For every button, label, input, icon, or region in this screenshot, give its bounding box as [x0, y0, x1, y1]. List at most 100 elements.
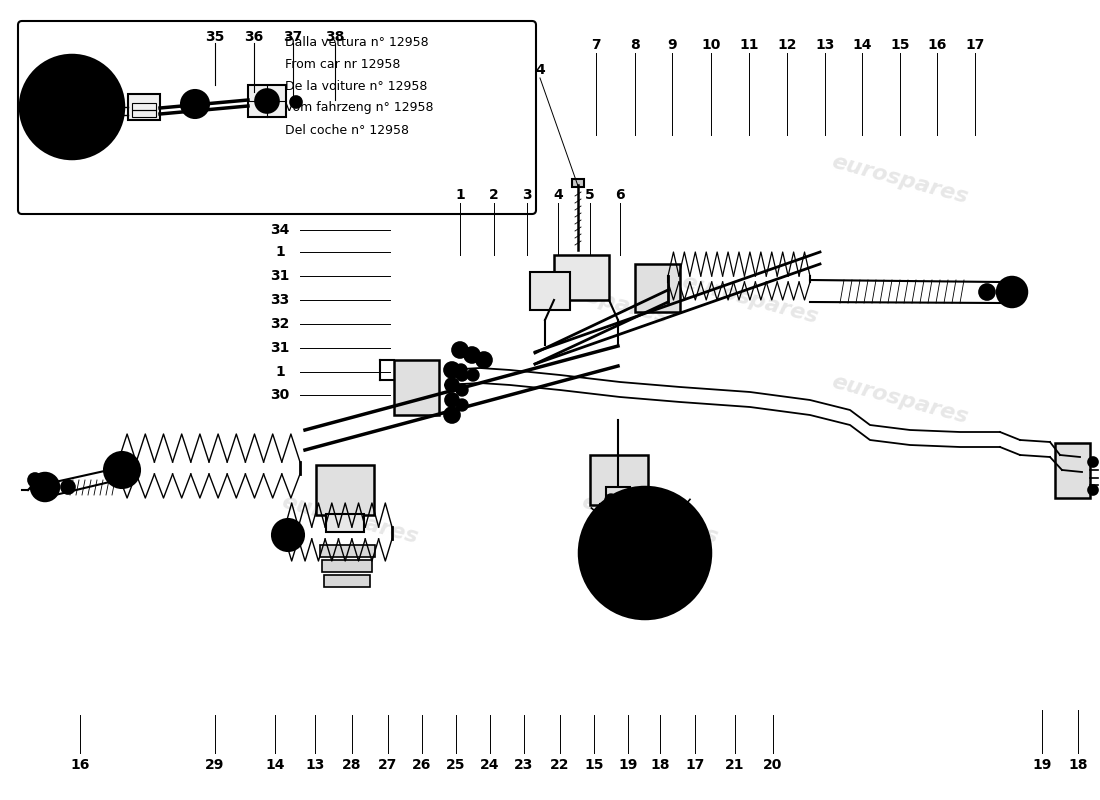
Bar [320, 545, 375, 557]
Circle shape [272, 519, 304, 551]
Text: 17: 17 [966, 38, 984, 52]
Circle shape [455, 364, 468, 376]
Bar [600, 504, 638, 522]
Bar [572, 179, 584, 187]
Text: 28: 28 [342, 758, 362, 772]
Bar [324, 575, 370, 587]
Circle shape [979, 284, 996, 300]
Bar [394, 360, 439, 415]
Text: 24: 24 [481, 758, 499, 772]
Circle shape [444, 362, 460, 378]
Text: eurospares: eurospares [829, 152, 970, 208]
Text: 34: 34 [271, 223, 289, 237]
Bar [635, 264, 680, 312]
Text: Dalla vettura n° 12958: Dalla vettura n° 12958 [285, 35, 429, 49]
Text: 11: 11 [739, 38, 759, 52]
Bar [316, 465, 374, 515]
Circle shape [602, 577, 615, 591]
Text: 38: 38 [326, 30, 344, 44]
Circle shape [617, 505, 627, 515]
Circle shape [67, 77, 77, 87]
Text: 3: 3 [522, 188, 531, 202]
Text: 15: 15 [890, 38, 910, 52]
Bar [132, 103, 156, 110]
Circle shape [28, 473, 42, 487]
Text: eurospares: eurospares [680, 272, 821, 328]
Text: 1: 1 [455, 188, 465, 202]
Bar [322, 560, 372, 572]
Text: 20: 20 [763, 758, 783, 772]
Text: 23: 23 [515, 758, 534, 772]
Circle shape [456, 399, 468, 411]
Circle shape [605, 494, 617, 506]
Text: 2: 2 [490, 188, 499, 202]
Text: 14: 14 [265, 758, 285, 772]
Text: 31: 31 [271, 341, 289, 355]
Circle shape [290, 96, 303, 108]
Circle shape [997, 277, 1027, 307]
Text: 31: 31 [271, 269, 289, 283]
Text: eurospares: eurospares [829, 372, 970, 428]
Text: eurospares: eurospares [580, 492, 720, 548]
Text: 1: 1 [275, 245, 285, 259]
Text: 29: 29 [206, 758, 224, 772]
Text: 30: 30 [271, 388, 289, 402]
Circle shape [45, 90, 55, 99]
Circle shape [45, 114, 55, 125]
Text: 21: 21 [725, 758, 745, 772]
Text: eurospares: eurospares [279, 492, 420, 548]
Text: eurospares: eurospares [350, 72, 491, 128]
Bar [1055, 443, 1090, 498]
Bar [606, 487, 630, 515]
Text: De la voiture n° 12958: De la voiture n° 12958 [285, 79, 428, 93]
Text: 32: 32 [271, 317, 289, 331]
Circle shape [1088, 457, 1098, 467]
Circle shape [31, 473, 59, 501]
Text: 4: 4 [553, 188, 563, 202]
Text: 13: 13 [306, 758, 324, 772]
Circle shape [20, 55, 124, 159]
Bar [128, 94, 160, 120]
Text: 7: 7 [591, 38, 601, 52]
Text: 26: 26 [412, 758, 431, 772]
Text: 33: 33 [271, 293, 289, 307]
Text: 19: 19 [1032, 758, 1052, 772]
Text: 16: 16 [927, 38, 947, 52]
Circle shape [607, 510, 621, 523]
Circle shape [255, 89, 279, 113]
Circle shape [456, 369, 468, 381]
Circle shape [444, 407, 460, 423]
Text: 4: 4 [535, 63, 544, 77]
Text: 25: 25 [447, 758, 465, 772]
Text: 19: 19 [618, 758, 638, 772]
Circle shape [579, 487, 711, 619]
Circle shape [674, 515, 689, 529]
Bar [248, 85, 286, 117]
Text: 6: 6 [615, 188, 625, 202]
Text: eurospares: eurospares [529, 272, 671, 328]
Text: 36: 36 [244, 30, 264, 44]
Text: 27: 27 [378, 758, 398, 772]
Circle shape [446, 393, 459, 407]
Text: 22: 22 [550, 758, 570, 772]
Circle shape [669, 582, 683, 597]
Circle shape [104, 452, 140, 488]
FancyBboxPatch shape [18, 21, 536, 214]
Text: 15: 15 [584, 758, 604, 772]
Circle shape [89, 114, 99, 125]
Text: 37: 37 [284, 30, 302, 44]
Text: 12: 12 [778, 38, 796, 52]
Text: 1: 1 [275, 365, 285, 379]
Text: eurospares: eurospares [130, 152, 271, 208]
Circle shape [476, 352, 492, 368]
Text: 14: 14 [852, 38, 871, 52]
Text: 18: 18 [1068, 758, 1088, 772]
Circle shape [452, 342, 468, 358]
Circle shape [456, 384, 468, 396]
Bar [132, 110, 156, 117]
Text: 9: 9 [668, 38, 676, 52]
Text: 10: 10 [702, 38, 721, 52]
Text: 16: 16 [70, 758, 90, 772]
Circle shape [89, 90, 99, 99]
Bar [326, 514, 364, 532]
